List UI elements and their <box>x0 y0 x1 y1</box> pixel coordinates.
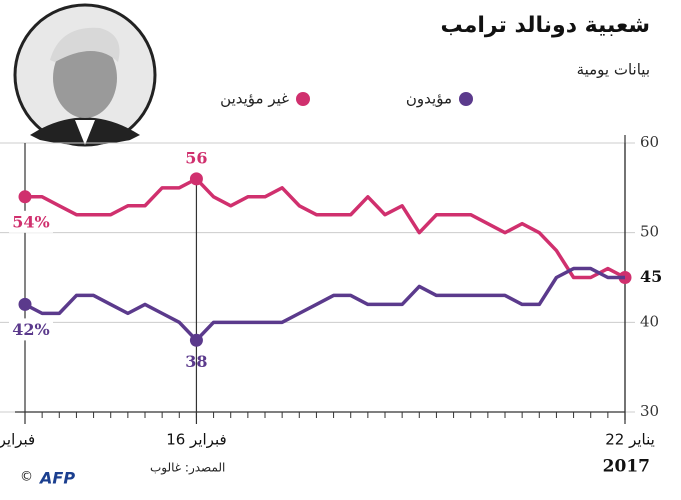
copyright: © <box>20 470 33 485</box>
label-box <box>9 210 53 233</box>
legend-swatch <box>296 92 310 106</box>
data-label: 42% <box>12 320 49 339</box>
x-tick-label: 26 فبراير <box>0 431 35 449</box>
data-line <box>24 266 625 343</box>
y-tick-label: 60 <box>640 133 659 151</box>
data-label: 54% <box>12 212 49 231</box>
chart-title: شعبية دونالد ترامب <box>440 13 650 38</box>
y-tick-label: 40 <box>640 312 659 330</box>
y-tick-label: 50 <box>640 223 659 241</box>
x-tick-label: 16 فبراير <box>166 431 226 449</box>
data-point <box>189 333 203 347</box>
legend-label: غير مؤيدين <box>220 90 289 108</box>
data-point <box>18 190 32 204</box>
y-tick-label: 30 <box>640 402 659 420</box>
x-tick-label: 22 يناير <box>605 431 655 449</box>
data-label: 56 <box>185 148 207 167</box>
data-point <box>18 297 32 311</box>
data-point <box>189 172 203 186</box>
data-label: 38 <box>185 352 207 371</box>
source: المصدر: غالوب <box>150 461 225 476</box>
legend-label: مؤيدون <box>406 90 452 108</box>
year: 2017 <box>603 457 650 477</box>
data-line <box>25 177 626 280</box>
data-label: 45 <box>640 267 662 286</box>
legend-swatch <box>459 92 473 106</box>
portrait <box>13 3 157 147</box>
chart-subtitle: بيانات يومية <box>577 61 650 79</box>
label-box <box>9 318 53 341</box>
logo: AFP <box>38 469 75 488</box>
